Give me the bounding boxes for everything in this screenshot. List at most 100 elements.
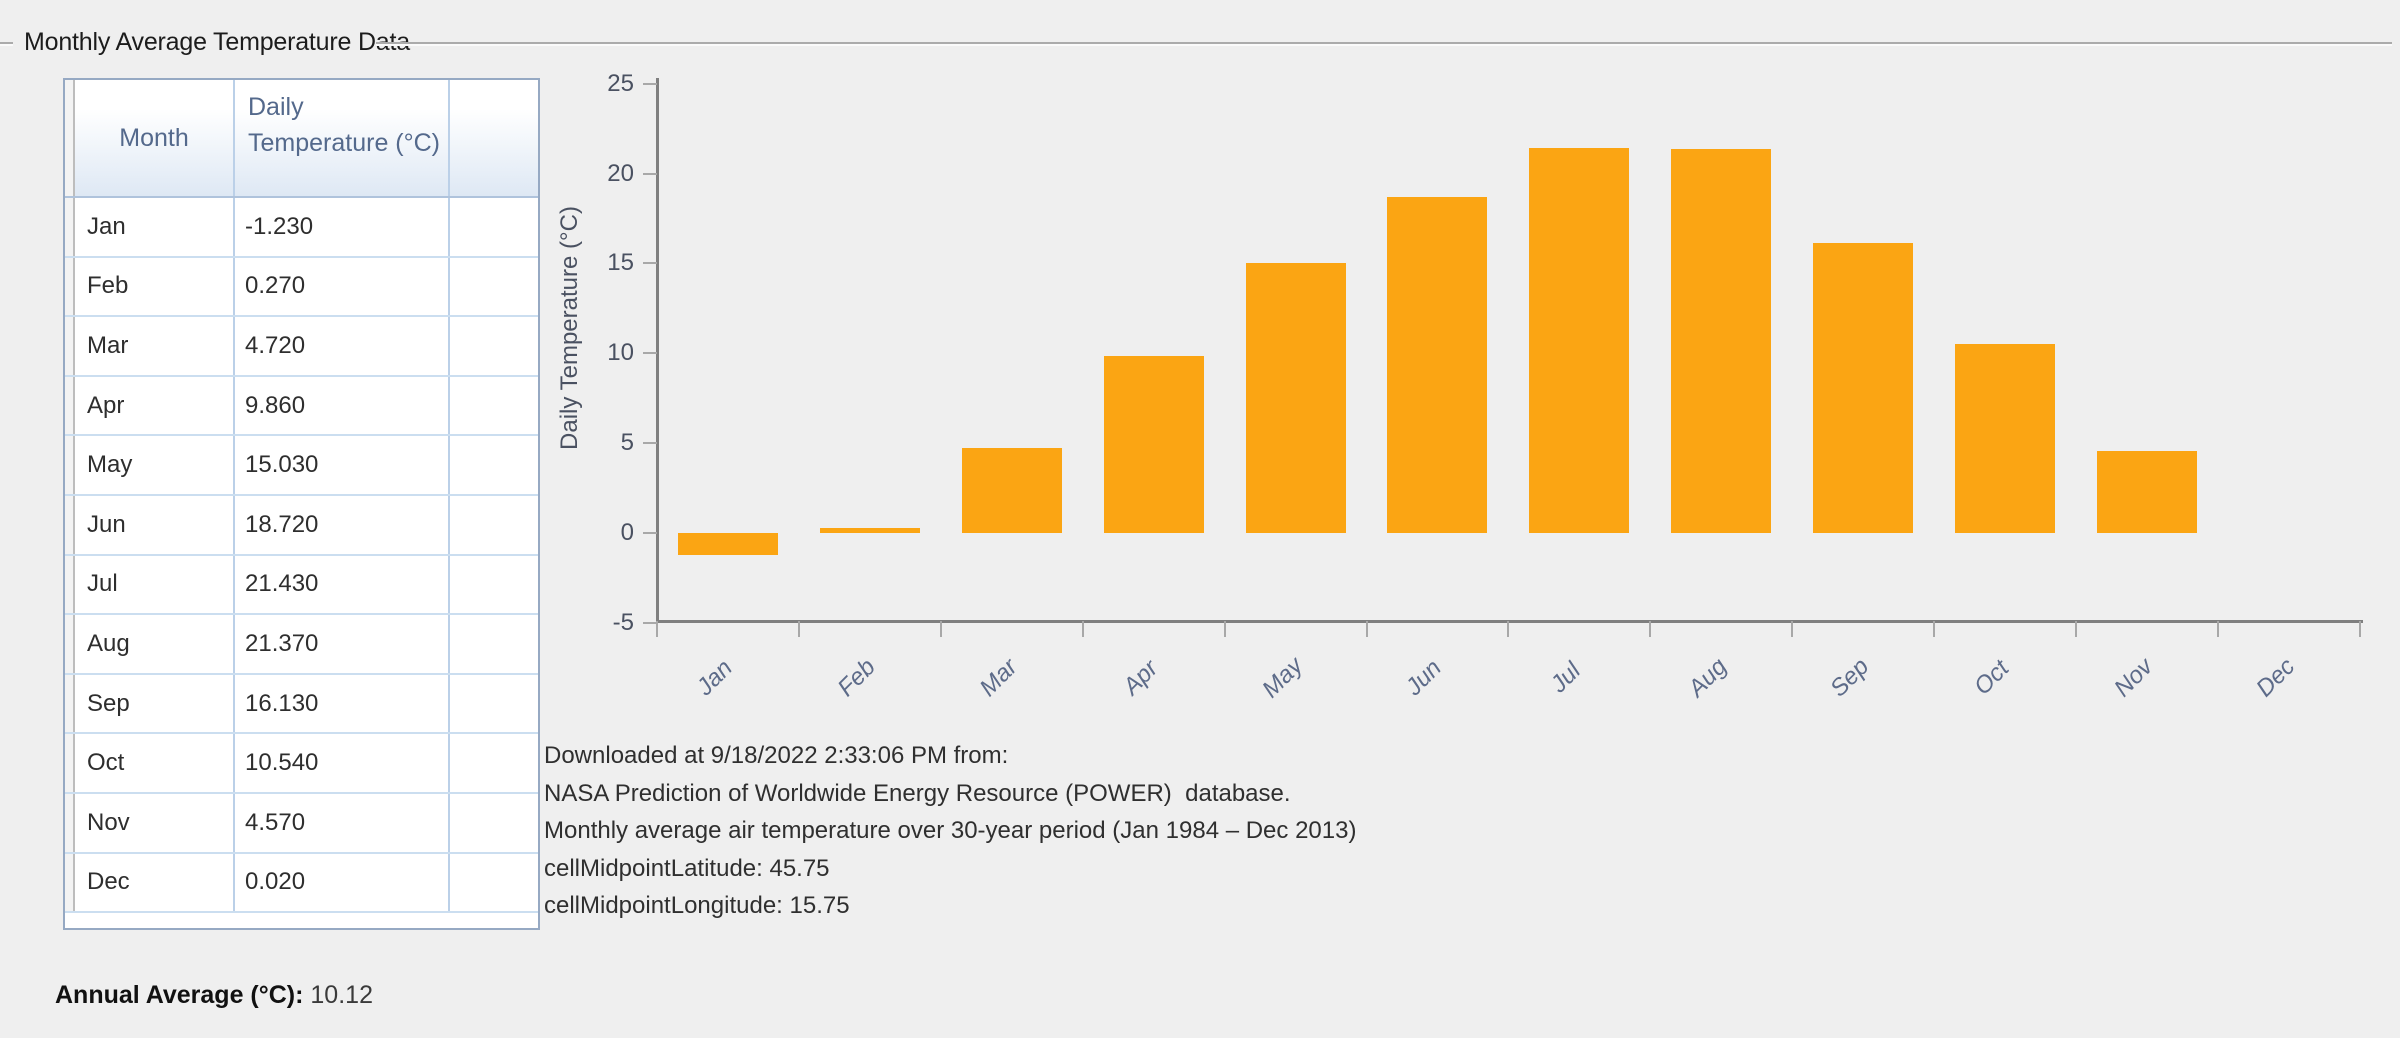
annual-average: Annual Average (°C): 10.12 — [55, 981, 373, 1010]
source-notes: Downloaded at 9/18/2022 2:33:06 PM from:… — [544, 737, 1356, 925]
temperature-cell[interactable]: 4.720 — [235, 317, 450, 375]
table-row: Aug 21.370 — [65, 615, 538, 675]
column-header-daily-temperature: Daily Temperature (°C) — [235, 80, 450, 196]
y-tick-label: 15 — [607, 249, 634, 277]
month-cell: Nov — [75, 793, 235, 852]
bar-feb — [819, 528, 920, 533]
x-tick-label-aug: Aug — [1683, 653, 1733, 703]
temperature-cell[interactable]: 21.430 — [235, 555, 450, 614]
x-tick — [939, 621, 942, 637]
y-tick-label: 25 — [607, 69, 634, 97]
temperature-cell[interactable]: 18.720 — [235, 495, 450, 554]
empty-cell — [450, 317, 538, 375]
x-tick — [1081, 621, 1084, 637]
month-cell: Oct — [75, 734, 235, 792]
bar-jul — [1529, 147, 1630, 533]
bar-mar — [961, 448, 1062, 533]
row-header[interactable] — [65, 495, 75, 554]
row-header[interactable] — [65, 615, 75, 673]
x-tick-label-feb: Feb — [832, 653, 881, 702]
y-tick — [643, 172, 657, 175]
row-header[interactable] — [65, 376, 75, 435]
empty-cell — [450, 198, 538, 256]
temperature-cell[interactable]: 0.020 — [235, 853, 450, 912]
x-tick-label-apr: Apr — [1117, 654, 1164, 701]
temperature-cell[interactable]: 16.130 — [235, 674, 450, 733]
bar-nov — [2096, 450, 2197, 533]
temperature-cell[interactable]: 21.370 — [235, 615, 450, 673]
x-tick-label-jul: Jul — [1545, 657, 1587, 699]
x-tick — [1223, 621, 1226, 637]
table-row: May 15.030 — [65, 436, 538, 496]
y-tick-label: 5 — [620, 429, 634, 457]
row-header[interactable] — [65, 436, 75, 494]
monthly-temperature-table: Month Daily Temperature (°C) Jan -1.230 Fe… — [63, 78, 540, 930]
x-tick-label-mar: Mar — [974, 653, 1023, 702]
row-header[interactable] — [65, 198, 75, 256]
column-header-empty — [450, 80, 538, 196]
month-cell: Dec — [75, 853, 235, 912]
x-tick-label-jan: Jan — [691, 654, 738, 701]
x-tick-label-may: May — [1256, 652, 1308, 704]
annual-average-value: 10.12 — [310, 981, 373, 1009]
x-tick — [2358, 621, 2361, 637]
table-row: Dec 0.020 — [65, 853, 538, 914]
x-tick — [2075, 621, 2077, 637]
source-note-line: cellMidpointLongitude: 15.75 — [544, 892, 850, 920]
temperature-cell[interactable]: 10.540 — [235, 734, 450, 792]
table-row: Feb 0.270 — [65, 257, 538, 318]
row-header[interactable] — [65, 555, 75, 614]
y-tick-label: 10 — [607, 339, 634, 367]
empty-cell — [450, 615, 538, 673]
temperature-cell[interactable]: -1.230 — [235, 198, 450, 256]
empty-cell — [450, 377, 538, 435]
groupbox-border-top — [376, 42, 2392, 46]
temperature-cell[interactable]: 9.860 — [235, 376, 450, 435]
row-header[interactable] — [65, 793, 75, 852]
column-header-month: Month — [75, 80, 235, 196]
y-tick — [643, 352, 657, 355]
x-tick — [1365, 621, 1368, 637]
x-tick-label-nov: Nov — [2108, 653, 2159, 703]
empty-cell — [450, 496, 538, 554]
y-tick — [643, 621, 657, 624]
empty-cell — [450, 258, 538, 316]
x-axis-line — [656, 620, 2363, 623]
month-cell: May — [75, 436, 235, 494]
x-tick — [656, 621, 658, 637]
x-tick — [2216, 621, 2219, 637]
y-tick-label: -5 — [612, 608, 634, 636]
y-tick — [643, 532, 657, 534]
month-cell: Jan — [75, 198, 235, 256]
temperature-cell[interactable]: 4.570 — [235, 793, 450, 852]
month-cell: Jul — [75, 555, 235, 614]
row-header[interactable] — [65, 317, 75, 375]
x-tick-label-sep: Sep — [1825, 653, 1875, 703]
row-header[interactable] — [65, 853, 75, 912]
empty-cell — [450, 854, 538, 912]
row-header[interactable] — [65, 674, 75, 733]
temperature-cell[interactable]: 15.030 — [235, 436, 450, 494]
row-header-corner — [65, 80, 75, 196]
groupbox-title: Monthly Average Temperature Data — [24, 28, 410, 56]
empty-cell — [450, 794, 538, 852]
row-header[interactable] — [65, 734, 75, 792]
temperature-cell[interactable]: 0.270 — [235, 257, 450, 316]
x-tick-label-jun: Jun — [1400, 654, 1448, 701]
source-note-line: Downloaded at 9/18/2022 2:33:06 PM from: — [544, 742, 1009, 769]
row-header[interactable] — [65, 257, 75, 316]
month-cell: Jun — [75, 495, 235, 554]
y-tick — [643, 442, 657, 445]
table-row: Mar 4.720 — [65, 317, 538, 377]
empty-cell — [450, 556, 538, 614]
x-tick — [797, 621, 800, 637]
table-row: Jan -1.230 — [65, 198, 538, 258]
month-cell: Feb — [75, 257, 235, 316]
bar-aug — [1671, 148, 1772, 533]
table-row: Jul 21.430 — [65, 555, 538, 616]
y-tick-label: 20 — [607, 159, 634, 187]
month-cell: Aug — [75, 615, 235, 673]
source-note-line: cellMidpointLatitude: 45.75 — [544, 854, 830, 882]
table-row: Jun 18.720 — [65, 495, 538, 556]
